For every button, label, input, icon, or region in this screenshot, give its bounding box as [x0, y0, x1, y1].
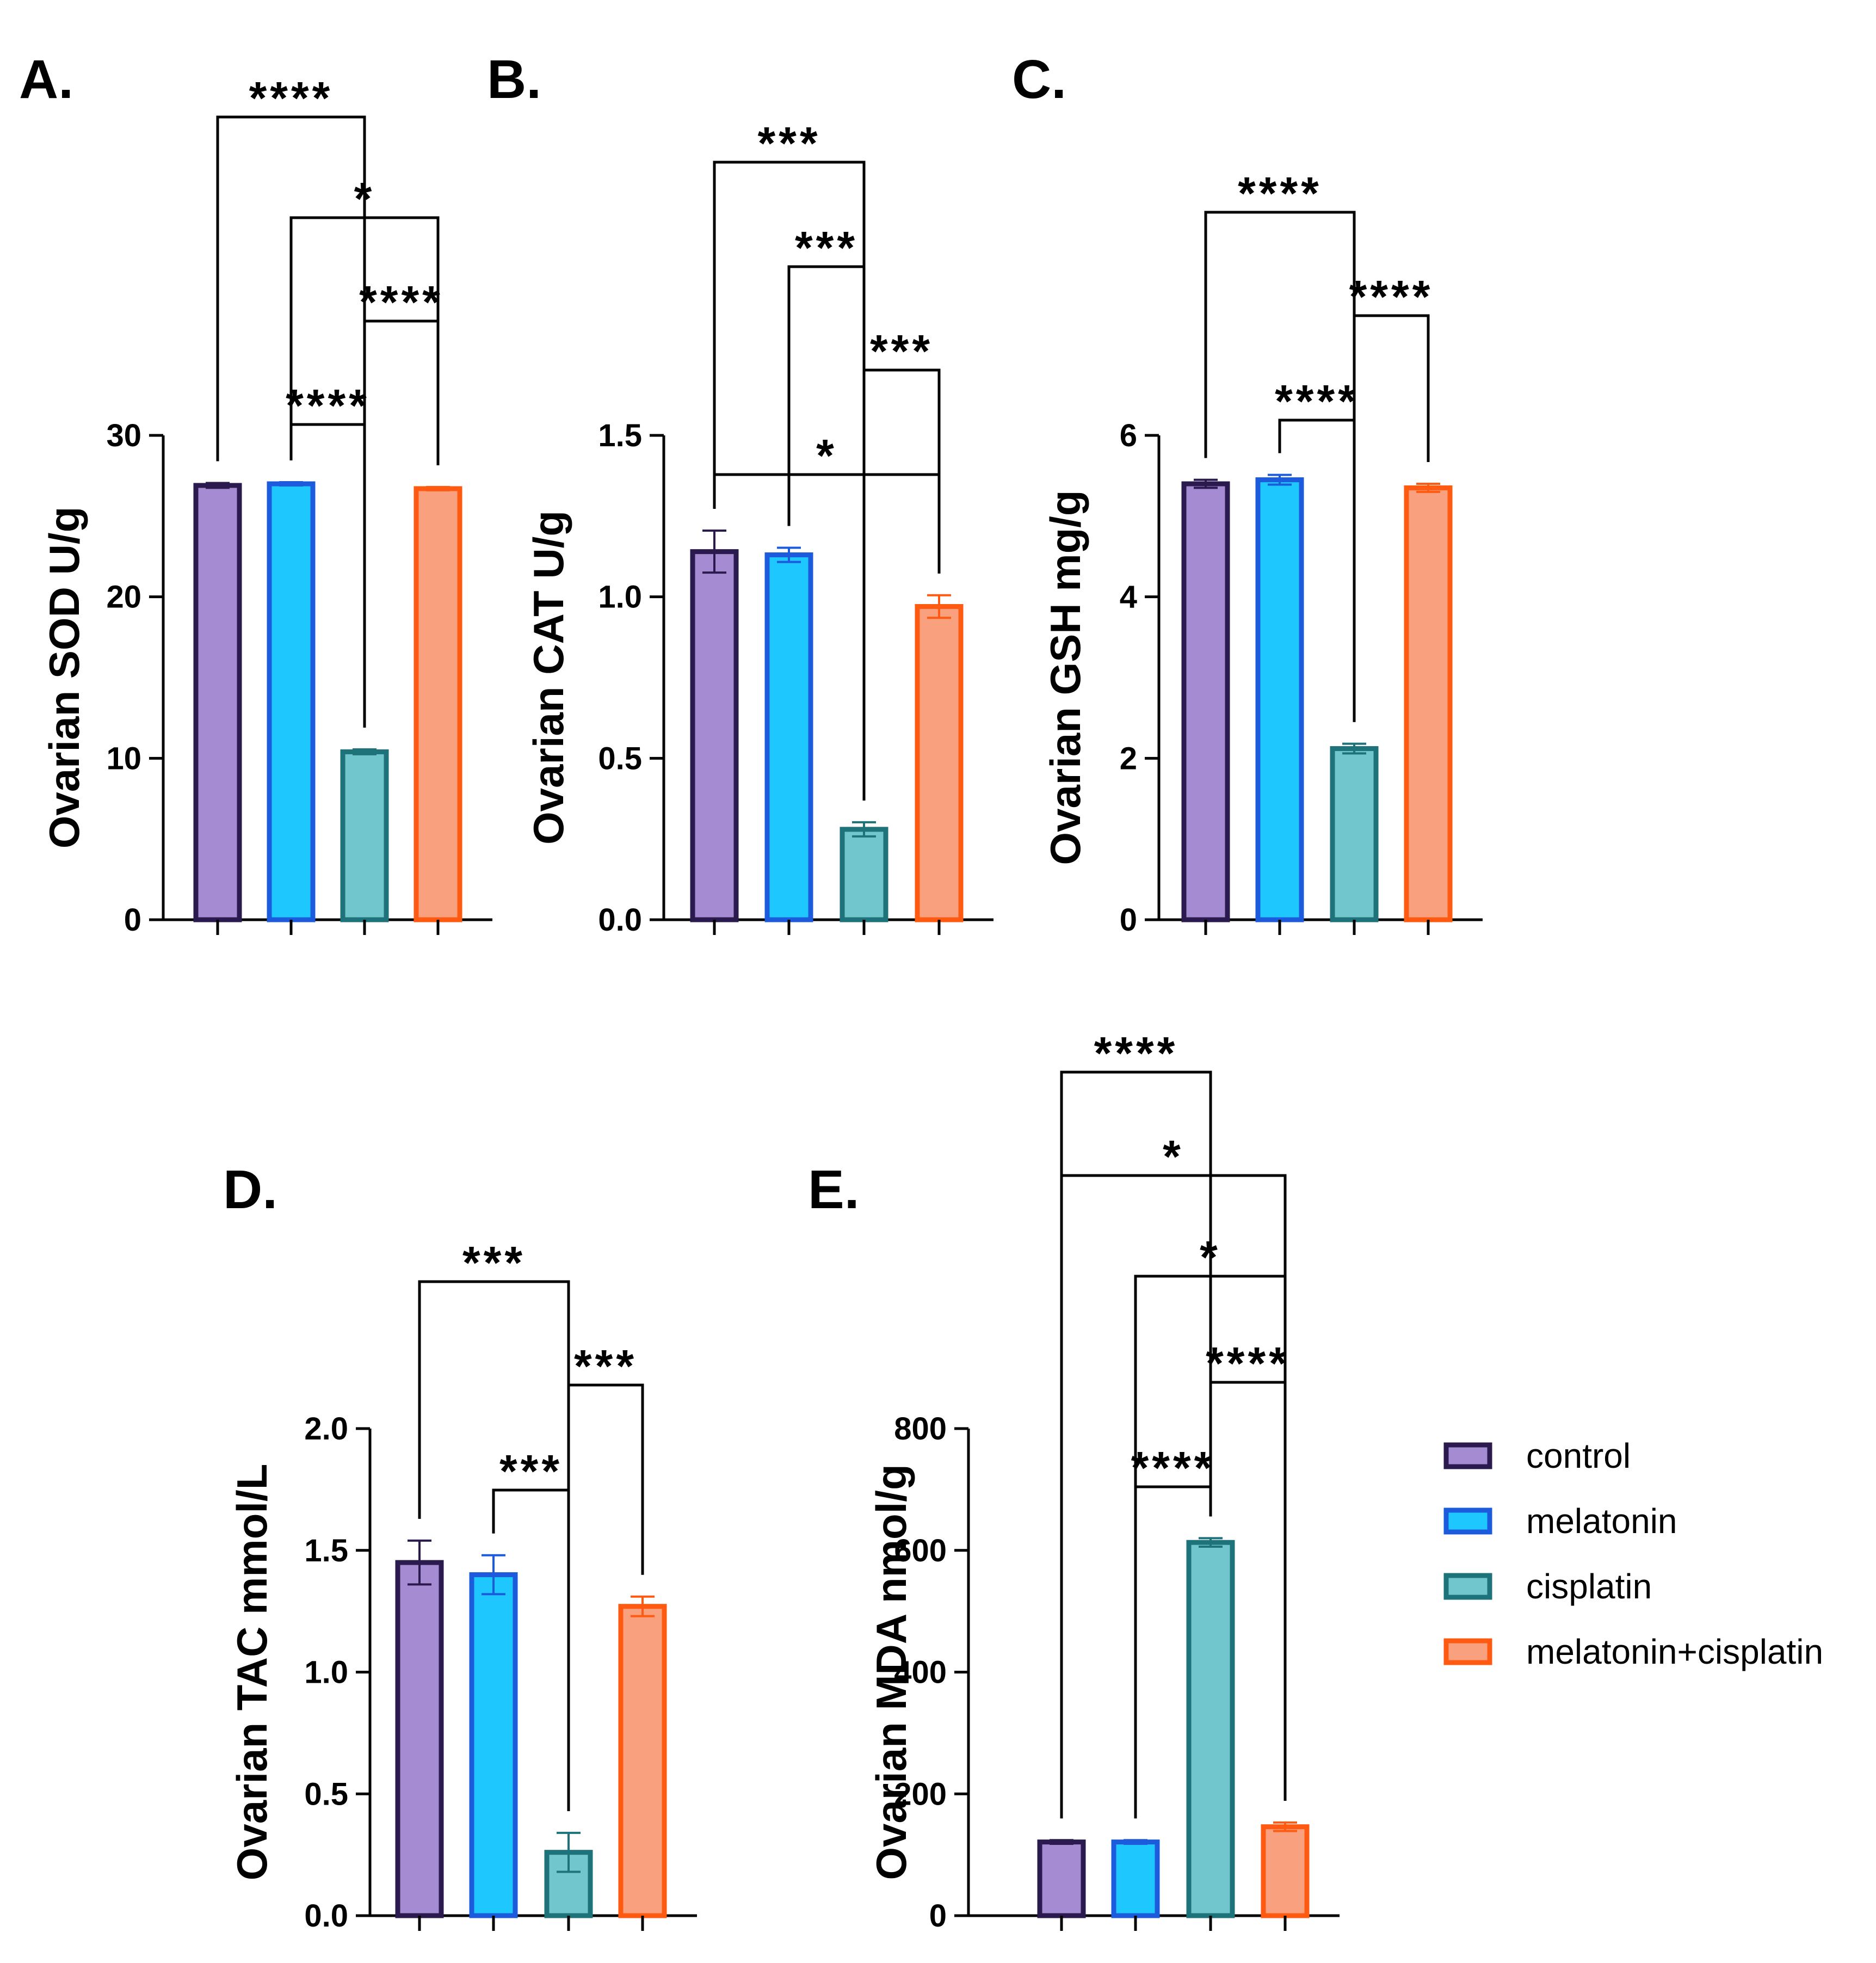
bar-cisplatin: [840, 827, 888, 922]
bar-melatonin+cisplatin: [915, 604, 964, 922]
y-axis-title: Ovarian GSH mg/g: [1041, 490, 1089, 865]
bar-cisplatin: [340, 749, 389, 922]
significance-stars: ***: [499, 1445, 563, 1497]
y-tick-label: 1.0: [304, 1655, 348, 1690]
panel-label: A.: [19, 49, 73, 110]
y-axis-title: Ovarian TAC mmol/L: [228, 1464, 276, 1881]
significance-stars: ****: [359, 276, 443, 328]
y-tick-label: 4: [1120, 580, 1137, 615]
y-tick-label: 800: [894, 1411, 947, 1447]
significance-stars: ***: [870, 325, 933, 377]
y-tick-label: 20: [106, 580, 141, 615]
legend-swatch-control: [1443, 1442, 1492, 1469]
y-axis-title: Ovarian MDA nmol/g: [867, 1464, 915, 1880]
significance-stars: *: [1200, 1232, 1221, 1283]
significance-bracket: [492, 1488, 570, 1811]
y-tick-label: 0.5: [304, 1776, 348, 1812]
y-tick-label: 0: [124, 902, 141, 938]
bar-control: [193, 483, 242, 922]
significance-stars: ****: [249, 72, 334, 124]
significance-stars: ****: [1206, 1338, 1290, 1389]
panel-d: D. 0.0 0.5 1.0 1.5 2.0 Ovarian TAC mmol/L *** **…: [223, 1159, 697, 1934]
bar-melatonin+cisplatin: [618, 1604, 667, 1918]
significance-stars: *: [816, 430, 837, 481]
y-tick-label: 1.0: [598, 580, 642, 615]
bar-melatonin: [1111, 1839, 1160, 1918]
y-tick-label: 10: [106, 741, 141, 776]
panel-c: C. 0 2 4 6 Ovarian GSH mg/g **** **** ****: [1012, 49, 1483, 938]
bar-melatonin: [764, 552, 813, 922]
legend-swatch-cisplatin: [1443, 1573, 1492, 1600]
legend-label-control: control: [1526, 1436, 1631, 1475]
bar-cisplatin: [1186, 1540, 1235, 1918]
significance-bracket: [1060, 1174, 1287, 1819]
y-tick-label: 30: [106, 418, 141, 453]
bar-control: [1181, 481, 1230, 922]
legend-label-melatonin: melatonin: [1526, 1502, 1677, 1541]
significance-stars: ***: [574, 1340, 637, 1392]
y-axis-title: Ovarian CAT U/g: [524, 510, 572, 845]
panel-label: E.: [808, 1159, 859, 1220]
y-tick-label: 0: [929, 1898, 947, 1934]
bar-melatonin+cisplatin: [1261, 1824, 1310, 1918]
y-tick-label: 400: [894, 1655, 947, 1690]
bar-melatonin: [1255, 477, 1304, 922]
significance-bracket: [1278, 419, 1356, 722]
legend-label-cisplatin: cisplatin: [1526, 1567, 1652, 1606]
significance-bracket: [713, 473, 941, 574]
bar-control: [395, 1560, 444, 1918]
significance-bracket: [289, 423, 366, 728]
y-tick-label: 0.5: [598, 741, 642, 776]
legend-swatch-melatonin+cisplatin: [1443, 1638, 1492, 1665]
panel-label: C.: [1012, 49, 1066, 110]
y-tick-label: 6: [1120, 418, 1137, 453]
y-tick-label: 1.5: [598, 418, 642, 453]
y-tick-label: 2.0: [304, 1411, 348, 1447]
legend-label-melatonin+cisplatin: melatonin+cisplatin: [1526, 1632, 1823, 1671]
bar-control: [1037, 1839, 1086, 1918]
bar-melatonin+cisplatin: [414, 486, 462, 922]
significance-stars: ****: [1275, 376, 1359, 427]
y-tick-label: 200: [894, 1776, 947, 1812]
bar-melatonin: [469, 1572, 518, 1918]
y-tick-label: 0.0: [598, 902, 642, 938]
y-tick-label: 600: [894, 1533, 947, 1568]
significance-stars: *: [354, 173, 375, 224]
significance-bracket: [1060, 1070, 1212, 1819]
significance-stars: ***: [462, 1237, 526, 1288]
y-axis-title: Ovarian SOD U/g: [40, 507, 88, 849]
significance-stars: *: [1163, 1131, 1184, 1182]
significance-stars: ****: [1094, 1027, 1178, 1079]
significance-stars: ***: [795, 222, 858, 273]
bar-melatonin: [267, 481, 316, 922]
y-tick-label: 2: [1120, 741, 1137, 776]
significance-stars: ****: [1131, 1442, 1215, 1493]
panel-label: D.: [223, 1159, 277, 1220]
significance-stars: ****: [286, 380, 370, 431]
panel-label: B.: [487, 49, 541, 110]
y-tick-label: 0: [1120, 902, 1137, 938]
bar-cisplatin: [1330, 746, 1379, 922]
y-tick-label: 1.5: [304, 1533, 348, 1568]
legend: control melatonin cisplatin melatonin+cispl…: [1443, 1436, 1823, 1671]
significance-stars: ****: [1238, 168, 1322, 219]
significance-stars: ***: [757, 118, 820, 169]
legend-swatch-melatonin: [1443, 1507, 1492, 1535]
bar-melatonin+cisplatin: [1404, 485, 1453, 922]
y-tick-label: 0.0: [304, 1898, 348, 1934]
significance-bracket: [862, 368, 941, 801]
bar-control: [690, 549, 739, 922]
significance-stars: ****: [1349, 271, 1434, 322]
